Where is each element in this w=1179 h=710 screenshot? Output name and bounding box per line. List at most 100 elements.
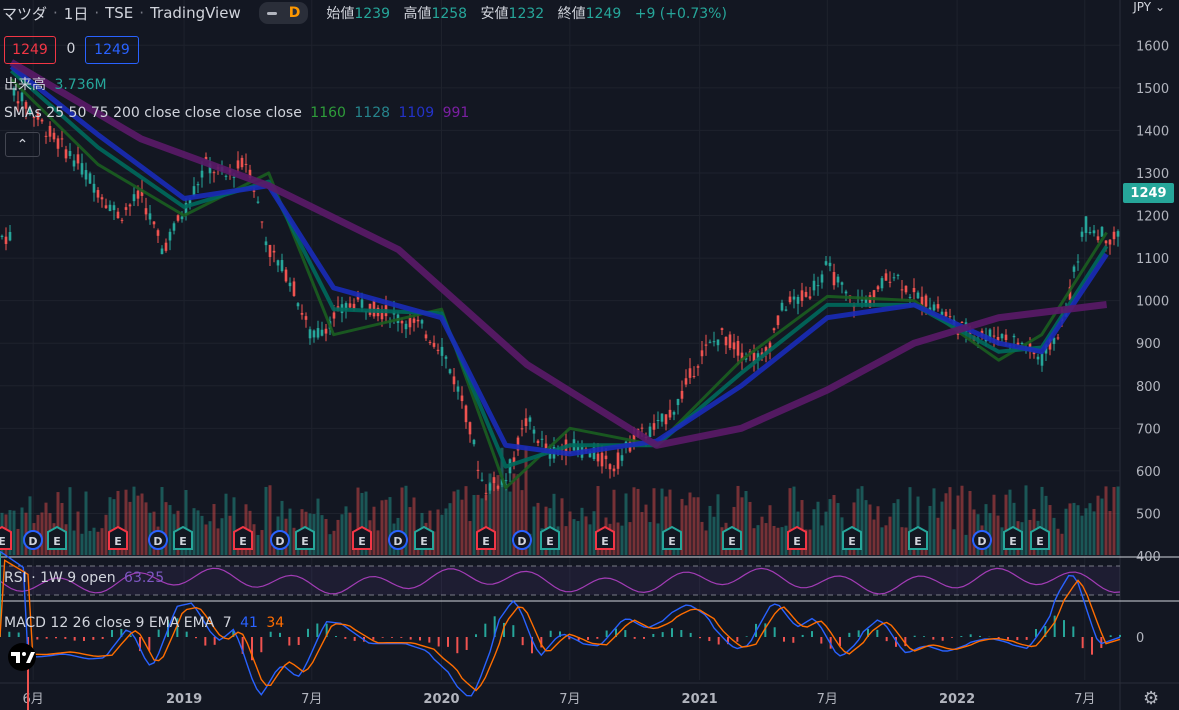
macd-hist-bar (540, 637, 543, 648)
candle-body (668, 409, 672, 418)
candle-body (868, 295, 872, 308)
volume-bar (1108, 510, 1112, 555)
candle-body (996, 336, 1000, 341)
gear-icon[interactable]: ⚙ (1143, 688, 1160, 709)
volume-bar (356, 487, 360, 555)
macd-hist-bar (727, 637, 729, 645)
volume-bar (1048, 505, 1052, 555)
volume-bar (820, 525, 824, 555)
sma-legend[interactable]: SMAs 25 50 75 200 close close close clos… (4, 105, 469, 121)
macd-hist-bar (680, 630, 683, 637)
macd-hist-bar (596, 637, 599, 639)
candle-body (968, 332, 972, 335)
candle-body (784, 309, 788, 311)
macd-hist-bar (344, 637, 347, 639)
candle-body (48, 125, 52, 137)
candle-body (200, 170, 204, 178)
candle-body (432, 342, 436, 347)
macd-hist-bar (101, 637, 104, 639)
candle-body (88, 173, 92, 184)
candle-body (428, 341, 432, 343)
symbol-name[interactable]: マツダ (2, 4, 48, 23)
candle-body (812, 280, 816, 291)
volume-bar (896, 499, 900, 555)
sell-price-button[interactable]: 1249 (4, 36, 56, 64)
volume-bar (916, 496, 920, 555)
macd-hist-bar (204, 637, 207, 646)
open-label: 始値 (326, 6, 355, 22)
macd-hist-bar (969, 634, 972, 637)
collapse-legend-button[interactable]: ⌃ (5, 132, 40, 157)
rsi-legend[interactable]: RSI · 1W 9 open 63.25 (4, 570, 164, 586)
macd-hist-bar (503, 622, 505, 637)
earnings-marker (908, 525, 928, 550)
volume-bar (456, 489, 460, 555)
market-status-pill[interactable]: D (258, 2, 309, 24)
candle-body (592, 447, 596, 460)
volume-bar (816, 501, 820, 555)
volume-bar (292, 527, 296, 555)
candle-body (148, 213, 152, 220)
volume-legend[interactable]: 出来高 3.736M (4, 74, 107, 94)
candle-body (496, 485, 500, 489)
volume-bar (160, 487, 164, 555)
macd-hist-bar (400, 637, 403, 638)
volume-bar (360, 492, 364, 555)
volume-bar (468, 521, 472, 555)
volume-bar (856, 488, 860, 555)
candle-body (536, 440, 540, 444)
volume-bar (76, 511, 80, 555)
volume-bar (876, 506, 880, 555)
volume-bar (476, 494, 480, 555)
candle-body (240, 157, 244, 168)
candle-body (12, 88, 16, 96)
volume-bar (712, 516, 716, 555)
candle-body (360, 299, 364, 308)
macd-hist-bar (932, 637, 935, 640)
candle-body (4, 236, 8, 244)
macd-hist-bar (456, 637, 459, 654)
volume-bar (624, 493, 628, 555)
macd-hist-bar (577, 637, 580, 641)
macd-hist-bar (176, 618, 179, 637)
candle-body (172, 223, 176, 231)
volume-bar (860, 486, 864, 555)
macd-legend[interactable]: MACD 12 26 close 9 EMA EMA 7 41 34 (4, 615, 284, 631)
dividend-marker (512, 530, 532, 550)
candle-body (252, 190, 256, 192)
candle-body (1092, 230, 1096, 234)
volume-bar (592, 511, 596, 555)
candle-body (532, 429, 536, 434)
candle-body (56, 138, 60, 149)
tradingview-logo-icon[interactable] (4, 643, 40, 671)
volume-bar (584, 516, 588, 555)
volume-bar (452, 491, 456, 555)
macd-hist-bar (465, 637, 468, 650)
macd-hist-bar (913, 635, 916, 637)
candle-body (724, 336, 728, 346)
volume-bar (656, 523, 660, 555)
macd-hist-bar (185, 631, 188, 637)
buy-price-button[interactable]: 1249 (85, 36, 139, 64)
candle-body (744, 357, 748, 360)
candle-body (1056, 337, 1060, 339)
macd-hist-bar (251, 637, 253, 661)
rsi-label: RSI · 1W 9 open (4, 570, 116, 586)
currency-selector[interactable]: JPY ⌄ (1133, 0, 1165, 14)
macd-hist-bar (820, 637, 823, 644)
macd-hist-bar (195, 637, 197, 639)
interval-label[interactable]: 1日 (63, 4, 89, 23)
candle-body (992, 335, 996, 337)
volume-bar (20, 507, 24, 555)
macd-hist-bar (213, 637, 216, 645)
close-value: 1249 (585, 6, 622, 22)
volume-bar (1112, 487, 1116, 555)
macd-hist-bar (1081, 637, 1084, 649)
volume-bar (1068, 503, 1072, 555)
rsi-value: 63.25 (124, 570, 165, 586)
marker-letter: D (28, 535, 37, 548)
macd-hist-bar (717, 637, 720, 645)
candle-body (880, 278, 884, 289)
candle-body (92, 183, 96, 193)
